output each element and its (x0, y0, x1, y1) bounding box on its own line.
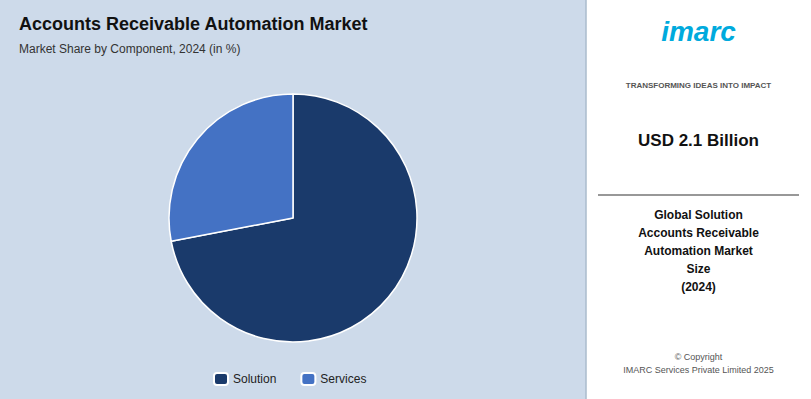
svg-text:Solution: Solution (233, 372, 276, 386)
svg-text:TRANSFORMING IDEAS INTO IMPACT: TRANSFORMING IDEAS INTO IMPACT (626, 81, 772, 90)
svg-text:Accounts Receivable: Accounts Receivable (638, 226, 759, 240)
svg-text:Automation Market: Automation Market (644, 244, 753, 258)
svg-text:Size: Size (686, 262, 710, 276)
svg-text:Accounts Receivable Automation: Accounts Receivable Automation Market (19, 14, 367, 34)
svg-text:Global Solution: Global Solution (654, 208, 743, 222)
svg-text:© Copyright: © Copyright (675, 352, 723, 362)
svg-text:(2024): (2024) (681, 280, 716, 294)
svg-text:Market Share by Component, 202: Market Share by Component, 2024 (in %) (19, 42, 240, 56)
svg-text:Services: Services (320, 372, 366, 386)
svg-text:USD 2.1 Billion: USD 2.1 Billion (638, 131, 759, 150)
svg-text:imarc: imarc (661, 16, 736, 47)
svg-text:IMARC Services Private Limited: IMARC Services Private Limited 2025 (623, 365, 774, 375)
